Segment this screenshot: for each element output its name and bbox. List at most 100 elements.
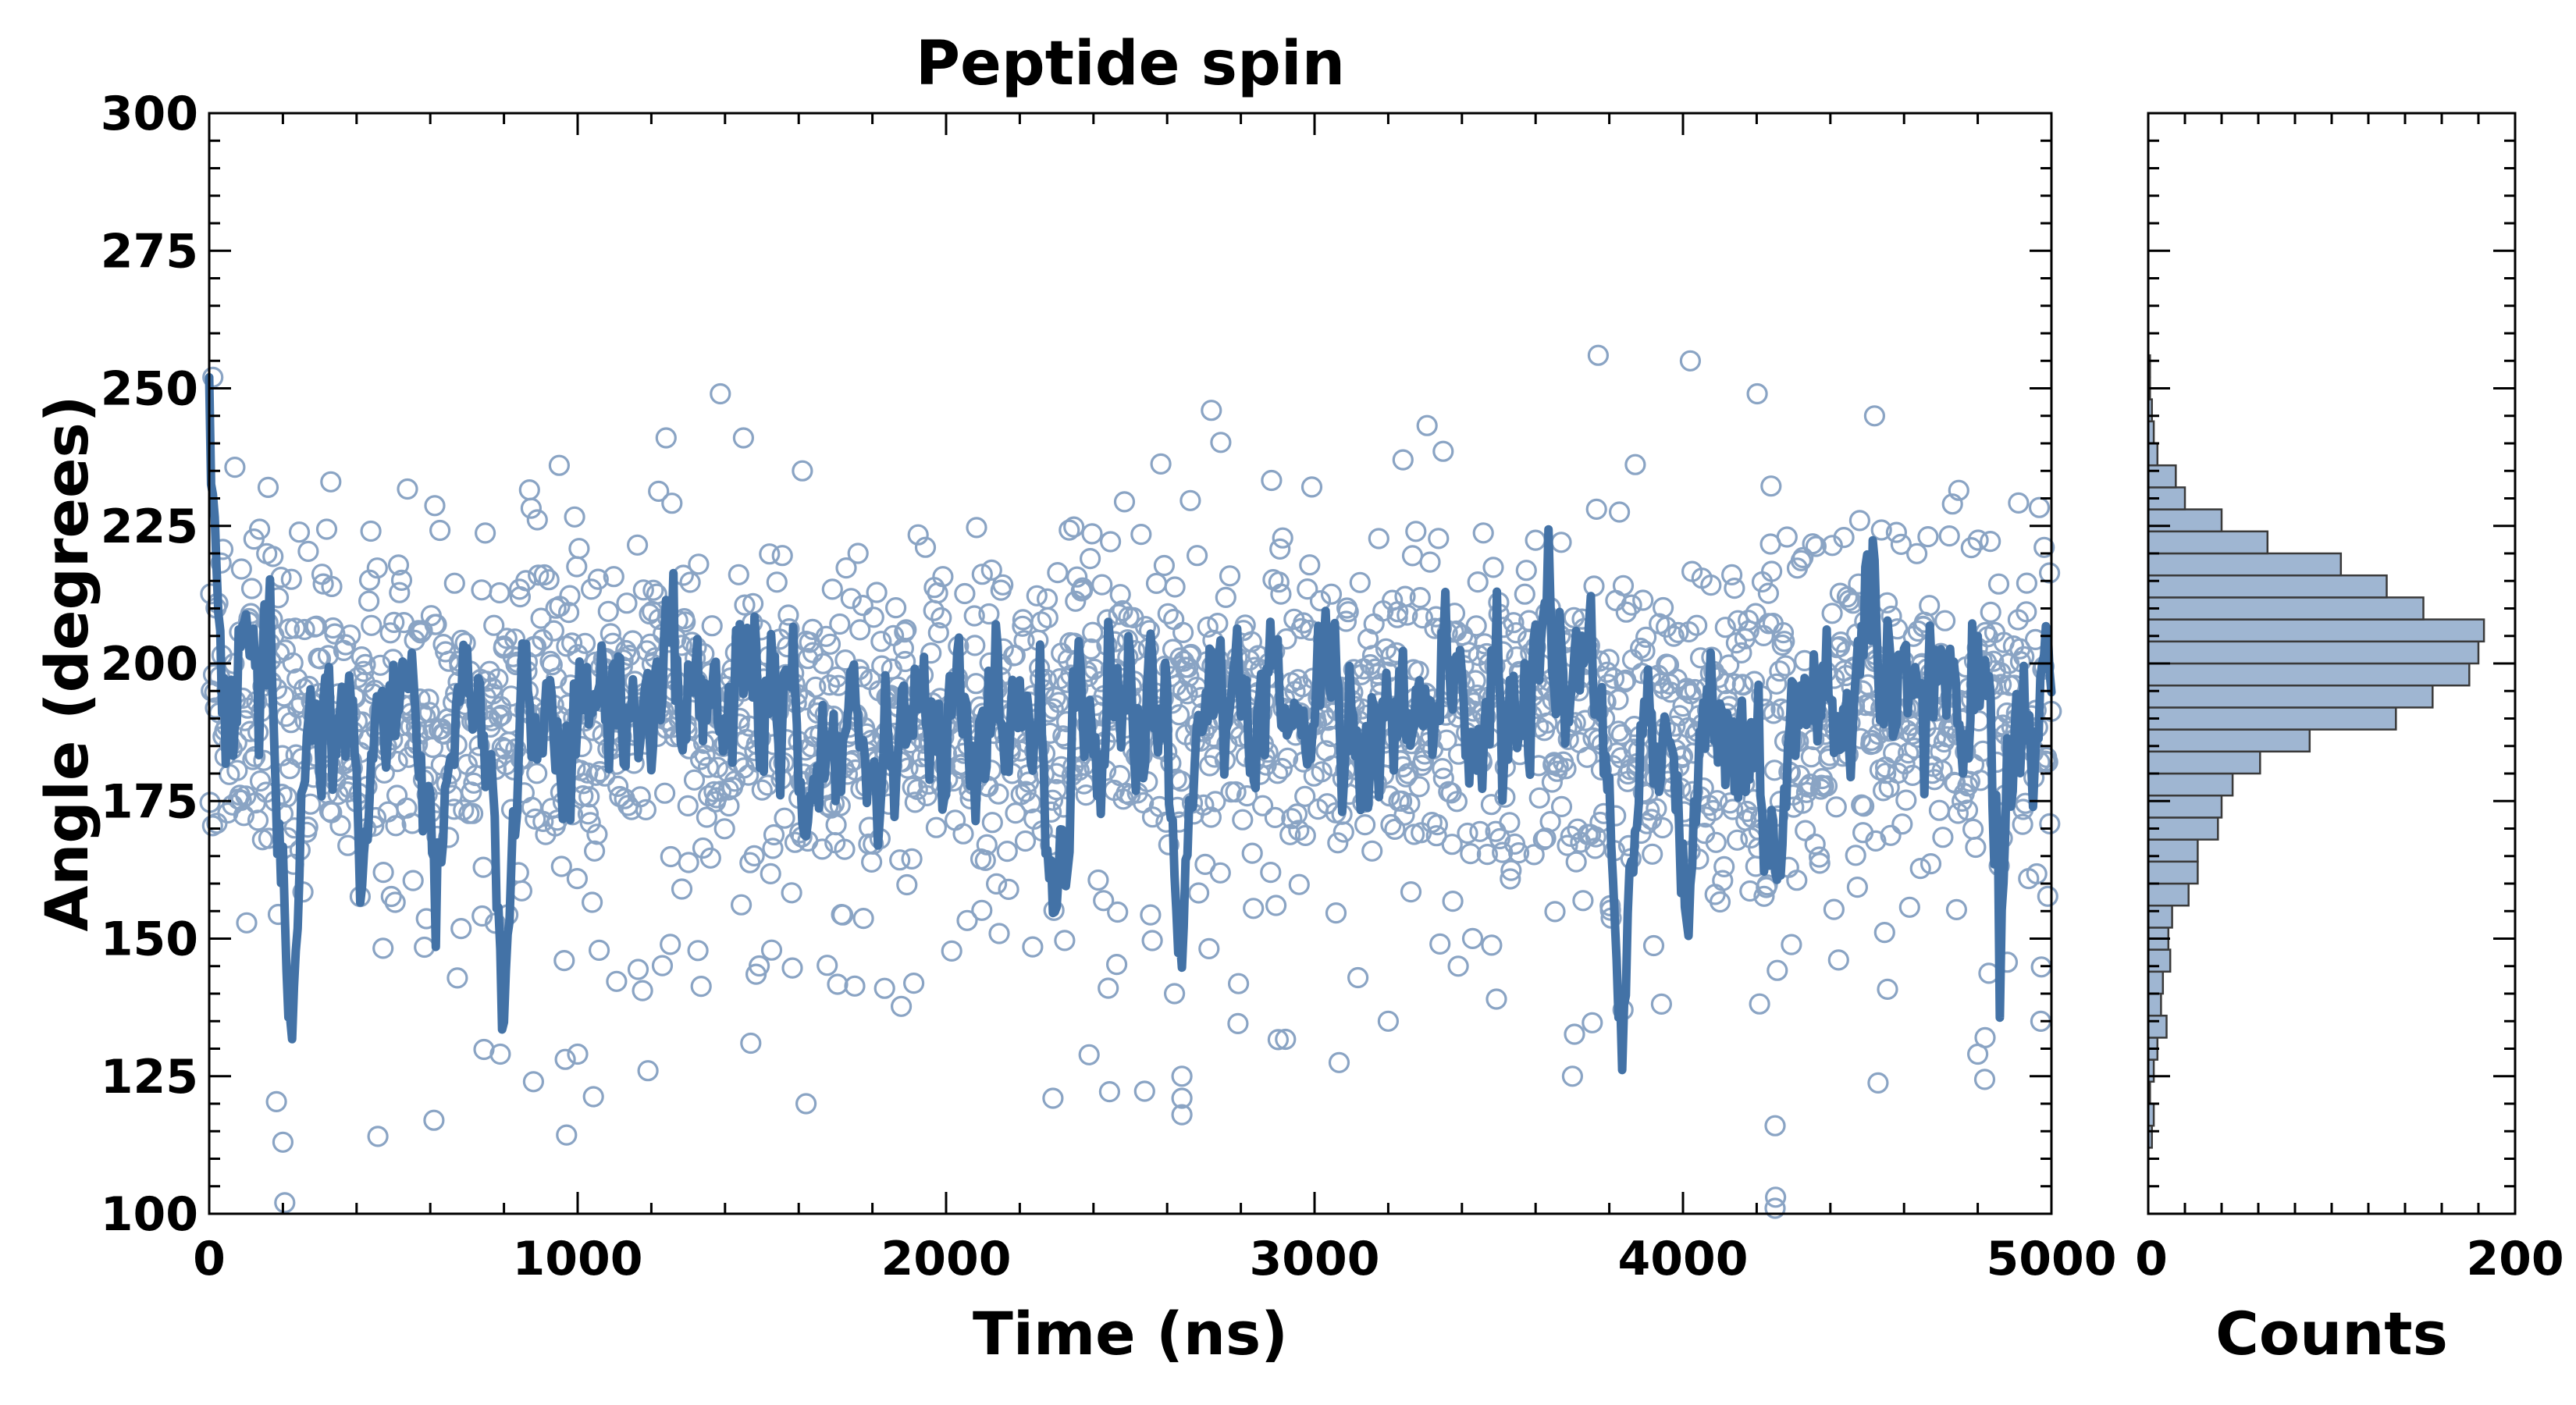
scatter-point <box>1678 717 1699 739</box>
scatter-point <box>1267 763 1289 784</box>
scatter-point <box>1163 608 1185 631</box>
scatter-point <box>1718 654 1740 676</box>
scatter-point <box>511 880 533 902</box>
scatter-point <box>698 784 720 807</box>
scatter-point <box>385 815 407 837</box>
scatter-point <box>1215 586 1236 609</box>
scatter-point <box>1980 601 2001 624</box>
scatter-point <box>985 873 1008 895</box>
scatter-point <box>1241 842 1263 864</box>
scatter-point <box>1583 575 1605 597</box>
scatter-point <box>1960 536 1982 559</box>
scatter-point <box>1087 869 1109 891</box>
scatter-point <box>1920 852 1942 875</box>
scatter-point <box>1853 795 1875 817</box>
scatter-point <box>372 861 394 884</box>
scatter-point <box>1416 414 1438 436</box>
scatter-point <box>629 786 651 808</box>
scatter-point <box>1821 603 1843 624</box>
scatter-point <box>1870 519 1892 541</box>
scatter-point <box>1712 870 1734 891</box>
scatter-point <box>425 614 447 635</box>
scatter-point <box>360 520 382 542</box>
scatter-point <box>424 495 446 517</box>
scatter-point <box>1269 538 1291 560</box>
scatter-point <box>1721 564 1743 586</box>
scatter-point <box>1048 692 1070 713</box>
histogram-bar <box>2147 618 2485 643</box>
scatter-point <box>1774 655 1796 677</box>
scatter-point <box>1607 688 1629 711</box>
scatter-point <box>461 802 484 824</box>
histogram-bar <box>2147 772 2234 797</box>
y-tick-label: 225 <box>101 500 198 554</box>
scatter-point <box>1745 603 1767 624</box>
scatter-point <box>1805 535 1827 557</box>
scatter-point <box>1265 895 1287 916</box>
scatter-point <box>971 899 993 921</box>
scatter-point <box>1442 890 1464 912</box>
scatter-point <box>1948 479 1969 501</box>
scatter-point <box>1134 616 1157 638</box>
scatter-point <box>1108 764 1131 787</box>
scatter-point <box>677 795 699 817</box>
scatter-point <box>821 578 843 600</box>
scatter-point <box>1875 763 1897 784</box>
scatter-point <box>1557 834 1578 856</box>
scatter-point <box>1332 821 1354 843</box>
scatter-point <box>1686 614 1708 636</box>
scatter-point <box>964 635 986 656</box>
scatter-point <box>1079 547 1101 570</box>
scatter-point <box>616 592 638 614</box>
scatter-point <box>1846 876 1868 898</box>
scatter-point <box>1271 757 1293 780</box>
scatter-point <box>1361 840 1383 862</box>
scatter-point <box>927 621 949 644</box>
scatter-point <box>1621 594 1642 616</box>
scatter-point <box>1795 820 1816 841</box>
scatter-point <box>847 542 869 564</box>
scatter-point <box>1432 440 1454 462</box>
scatter-point <box>367 1126 389 1147</box>
scatter-points <box>199 344 2062 1219</box>
scatter-point <box>762 838 784 859</box>
scatter-point <box>981 812 1003 834</box>
scatter-point <box>873 977 895 999</box>
scatter-point <box>1565 851 1587 873</box>
scatter-point <box>1014 830 1037 852</box>
scatter-point <box>1582 1012 1603 1033</box>
scatter-point <box>496 628 518 649</box>
scatter-point <box>1036 588 1059 610</box>
scatter-point <box>965 673 987 695</box>
scatter-point <box>1172 621 1194 644</box>
scatter-point <box>992 574 1014 596</box>
scatter-point <box>678 852 699 873</box>
histogram-bar <box>2147 838 2199 863</box>
scatter-point <box>1297 578 1318 600</box>
scatter-point <box>781 957 803 979</box>
scatter-point <box>884 596 907 619</box>
scatter-point <box>661 493 683 514</box>
scatter-point <box>1738 610 1759 631</box>
scatter-point <box>988 923 1010 944</box>
scatter-point <box>1722 799 1744 820</box>
histogram-bar <box>2147 728 2311 753</box>
scatter-point <box>1380 813 1402 836</box>
scatter-point <box>863 833 884 855</box>
scatter-point <box>390 569 413 592</box>
scatter-point <box>1505 622 1527 644</box>
histogram-bar <box>2147 1014 2168 1039</box>
scatter-point <box>1596 661 1618 683</box>
scatter-point <box>1047 561 1069 584</box>
scatter-point <box>315 518 338 540</box>
scatter-point <box>1145 572 1168 595</box>
scatter-point <box>1567 818 1589 840</box>
scatter-point <box>1890 533 1912 556</box>
scatter-point <box>1386 606 1408 628</box>
scatter-point <box>1774 631 1795 653</box>
scatter-point <box>1598 649 1620 670</box>
scatter-point <box>566 867 589 890</box>
scatter-point <box>2026 863 2048 885</box>
scatter-point <box>902 972 925 994</box>
scatter-point <box>483 614 505 636</box>
